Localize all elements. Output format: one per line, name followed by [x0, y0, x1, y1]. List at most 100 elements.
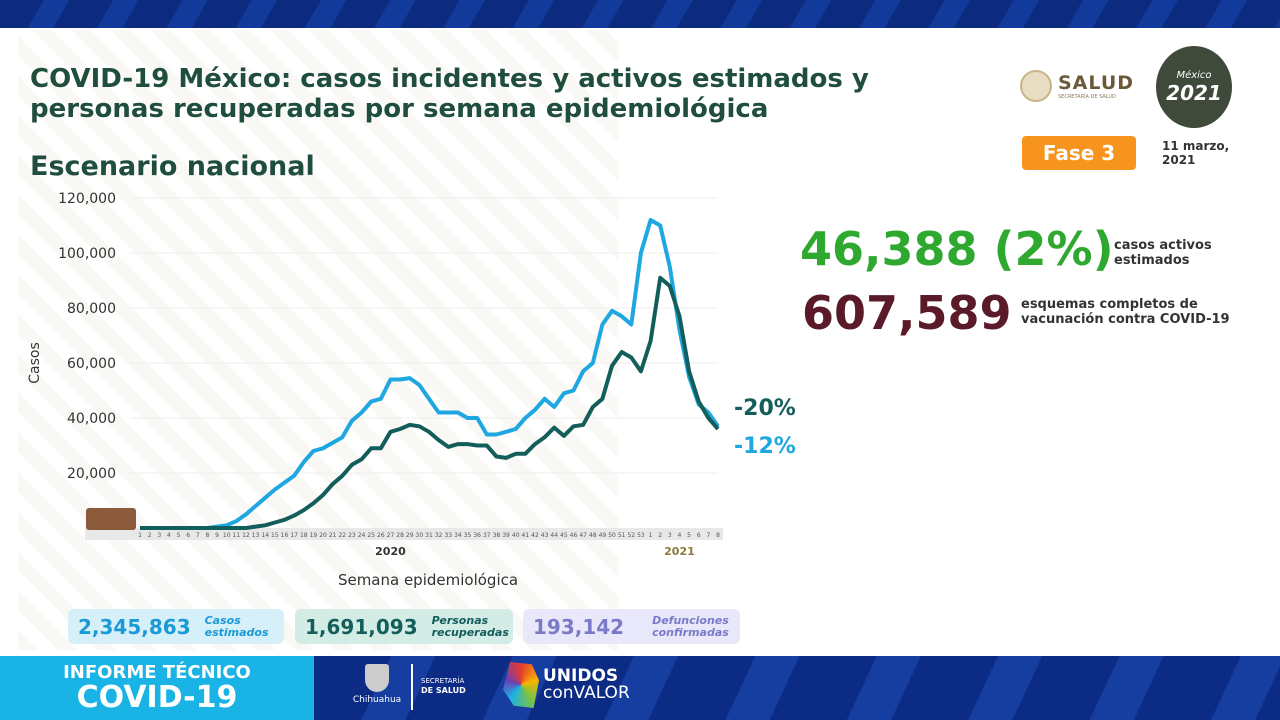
top-stripe-bar	[0, 0, 1280, 28]
active-cases-line	[140, 275, 720, 530]
x-tick-label: 44	[550, 532, 558, 539]
x-tick-label: 29	[406, 532, 414, 539]
x-tick-label: 2	[658, 532, 662, 539]
x-tick-label: 46	[570, 532, 578, 539]
salud-logo: SALUD SECRETARÍA DE SALUD	[1020, 70, 1134, 102]
x-tick-label: 6	[186, 532, 190, 539]
summary-card-deaths: 193,142 Defunciones confirmadas	[523, 609, 740, 644]
x-tick-label: 14	[261, 532, 269, 539]
summary-label: Defunciones confirmadas	[652, 613, 729, 639]
x-tick-label: 50	[608, 532, 616, 539]
x-tick-label: 41	[522, 532, 530, 539]
x-tick-label: 6	[697, 532, 701, 539]
x-tick-label: 5	[177, 532, 181, 539]
x-tick-label: 25	[367, 532, 375, 539]
x-tick-label: 7	[196, 532, 200, 539]
phase-badge: Fase 3	[1022, 136, 1136, 170]
x-tick-label: 27	[387, 532, 395, 539]
mexico-logo-text: México	[1176, 69, 1212, 81]
y-tick-label: 60,000	[67, 356, 116, 372]
x-tick-label: 1	[649, 532, 653, 539]
chihuahua-logo: Chihuahua	[352, 664, 402, 705]
summary-value: 2,345,863	[78, 614, 191, 639]
background-pattern	[18, 30, 618, 650]
x-tick-label: 17	[290, 532, 298, 539]
vaccination-label: esquemas completos de vacunación contra …	[1021, 297, 1230, 327]
vaccination-value: 607,589	[802, 286, 1012, 340]
x-tick-label: 38	[493, 532, 501, 539]
convalor-text: conVALOR	[543, 683, 630, 703]
x-tick-label: 3	[157, 532, 161, 539]
x-tick-label: 9	[215, 532, 219, 539]
x-tick-label: 35	[464, 532, 472, 539]
x-tick-label: 40	[512, 532, 520, 539]
secretaria-logo: SECRETARÍA DE SALUD	[421, 676, 466, 696]
x-tick-label: 37	[483, 532, 491, 539]
report-banner: INFORME TÉCNICO COVID-19	[0, 656, 314, 720]
seal-icon	[1020, 70, 1052, 102]
x-tick-label: 15	[271, 532, 279, 539]
banner-line2: COVID-19	[76, 680, 238, 715]
state-map-icon	[503, 662, 539, 708]
x-axis-band	[85, 528, 723, 540]
x-tick-label: 1	[138, 532, 142, 539]
x-tick-label: 16	[281, 532, 289, 539]
y-axis-title: Casos	[27, 342, 43, 384]
x-tick-label: 12	[242, 532, 250, 539]
x-tick-label: 39	[502, 532, 510, 539]
unidos-text: UNIDOS	[543, 666, 619, 686]
salud-logo-text: SALUD	[1058, 72, 1135, 94]
unidos-con-valor-logo: UNIDOS conVALOR	[503, 662, 630, 708]
x-tick-label: 3	[668, 532, 672, 539]
x-tick-label: 4	[678, 532, 682, 539]
x-tick-label: 43	[541, 532, 549, 539]
x-tick-label: 53	[637, 532, 645, 539]
mexico-2021-logo: México 2021	[1156, 46, 1232, 128]
report-date: 11 marzo, 2021	[1162, 139, 1230, 167]
x-tick-label: 47	[579, 532, 587, 539]
salud-logo-subtext: SECRETARÍA DE SALUD	[1058, 94, 1116, 100]
summary-value: 193,142	[533, 614, 625, 639]
x-tick-label: 49	[599, 532, 607, 539]
x-tick-label: 11	[233, 532, 241, 539]
x-tick-label: 36	[473, 532, 481, 539]
x-tick-label: 8	[716, 532, 720, 539]
x-tick-label: 13	[252, 532, 260, 539]
x-tick-label: 24	[358, 532, 366, 539]
x-tick-label: 19	[310, 532, 318, 539]
x-tick-label: 23	[348, 532, 356, 539]
shield-icon	[365, 664, 389, 692]
x-tick-label: 18	[300, 532, 308, 539]
x-axis-title: Semana epidemiológica	[338, 571, 518, 589]
x-tick-label: 30	[416, 532, 424, 539]
incident-change-label: -12%	[734, 434, 796, 459]
active-cases-label: casos activos estimados	[1114, 238, 1212, 268]
footer-bar	[314, 656, 1280, 720]
year-label: 2021	[664, 545, 695, 558]
x-tick-label: 5	[687, 532, 691, 539]
mexico-logo-year: 2021	[1166, 80, 1222, 105]
banner-line1: INFORME TÉCNICO	[63, 662, 251, 683]
summary-label: Personas recuperadas	[431, 613, 509, 639]
x-tick-label: 34	[454, 532, 462, 539]
x-tick-label: 2	[148, 532, 152, 539]
x-tick-label: 10	[223, 532, 231, 539]
summary-card-cases: 2,345,863 Casos estimados	[68, 609, 284, 644]
page-title: COVID-19 México: casos incidentes y acti…	[30, 64, 869, 124]
y-tick-label: 120,000	[58, 191, 116, 207]
y-tick-label: 40,000	[67, 411, 116, 427]
x-tick-label: 52	[627, 532, 635, 539]
x-tick-label: 20	[319, 532, 327, 539]
x-tick-label: 26	[377, 532, 385, 539]
x-tick-label: 42	[531, 532, 539, 539]
incident-cases-line	[140, 218, 720, 530]
x-tick-label: 51	[618, 532, 626, 539]
x-tick-label: 32	[435, 532, 443, 539]
x-tick-label: 45	[560, 532, 568, 539]
x-tick-label: 4	[167, 532, 171, 539]
x-tick-label: 28	[396, 532, 404, 539]
x-tick-label: 8	[206, 532, 210, 539]
page-subtitle: Escenario nacional	[30, 151, 315, 182]
y-tick-label: 100,000	[58, 246, 116, 262]
